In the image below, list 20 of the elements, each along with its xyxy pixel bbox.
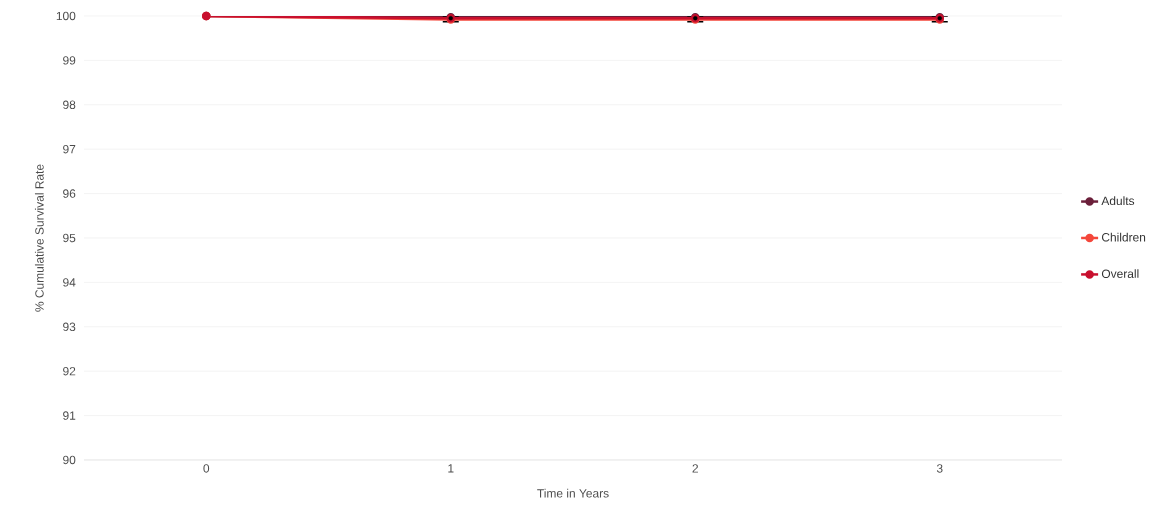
y-tick-label: 95 bbox=[63, 233, 76, 243]
legend-label: Children bbox=[1101, 232, 1146, 242]
y-tick-label: 90 bbox=[63, 455, 76, 465]
x-tick-label: 3 bbox=[936, 464, 943, 473]
y-tick-label: 97 bbox=[63, 144, 76, 154]
y-tick-label: 96 bbox=[63, 189, 76, 198]
y-tick-label: 91 bbox=[63, 411, 76, 420]
x-tick-label: 2 bbox=[692, 464, 698, 473]
legend-label: Adults bbox=[1101, 196, 1135, 206]
y-tick-label: 100 bbox=[56, 11, 76, 21]
y-tick-label: 94 bbox=[63, 278, 76, 287]
y-axis-title: % Cumulative Survival Rate bbox=[34, 164, 44, 312]
y-tick-label: 98 bbox=[63, 100, 76, 110]
x-tick-label: 0 bbox=[203, 464, 210, 473]
y-tick-label: 99 bbox=[63, 56, 76, 65]
y-tick-label: 93 bbox=[63, 322, 76, 332]
legend-label: Overall bbox=[1101, 269, 1139, 278]
x-tick-label: 1 bbox=[448, 464, 454, 473]
y-tick-label: 92 bbox=[63, 366, 76, 376]
x-axis-title: Time in Years bbox=[537, 488, 609, 498]
